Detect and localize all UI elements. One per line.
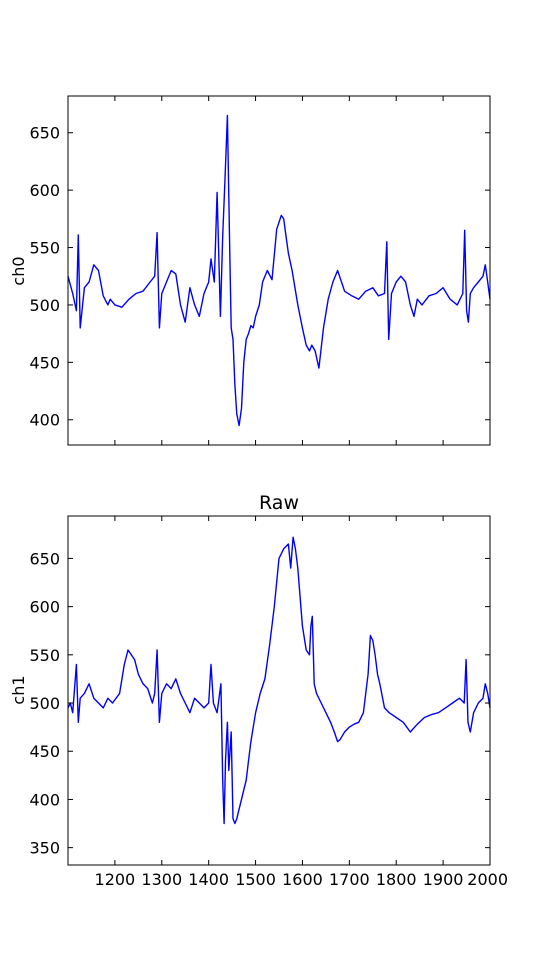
ch1-xtick-label-1900: 1900 — [423, 870, 464, 889]
ch1-xtick-label-1400: 1400 — [188, 870, 229, 889]
ch0-series-line — [67, 114, 491, 427]
ch1-ytick-label-550: 550 — [29, 646, 60, 665]
chart-title: Raw — [259, 492, 299, 514]
ch1-xtick-label-1200: 1200 — [95, 870, 136, 889]
ch0-ytick-label-450: 450 — [29, 353, 60, 372]
ch1-ytick-label-500: 500 — [29, 694, 60, 713]
ch1-ytick-label-400: 400 — [29, 790, 60, 809]
ch1-ytick-label-650: 650 — [29, 549, 60, 568]
ch0-ticks: 400 450 500 550 600 650 — [29, 96, 491, 445]
ch1-ytick-label-600: 600 — [29, 598, 60, 617]
ch1-xtick-label-1300: 1300 — [141, 870, 182, 889]
ch1-xtick-label-1500: 1500 — [235, 870, 276, 889]
ch1-series-line — [67, 536, 491, 825]
ch0-y-axis-label: ch0 — [9, 256, 28, 285]
ch1-ytick-label-450: 450 — [29, 742, 60, 761]
ch0-ytick-label-550: 550 — [29, 239, 60, 258]
ch1-axes-frame — [67, 515, 491, 866]
ch1-xtick-label-1800: 1800 — [376, 870, 417, 889]
ch0-axes-frame — [67, 95, 491, 446]
ch1-ytick-label-350: 350 — [29, 839, 60, 858]
ch0-ytick-label-500: 500 — [29, 296, 60, 315]
ch0-ytick-label-400: 400 — [29, 411, 60, 430]
ch1-xtick-label-1600: 1600 — [282, 870, 323, 889]
ch1-xtick-label-2000: 2000 — [467, 870, 508, 889]
ch1-y-axis-label: ch1 — [9, 675, 28, 704]
ch0-ytick-label-600: 600 — [29, 181, 60, 200]
ch1-ticks: 350 400 450 500 550 600 650 1200 1300 1400 1500 160… — [29, 516, 508, 889]
ch1-xtick-label-1700: 1700 — [329, 870, 370, 889]
ch0-plot: 400 450 500 550 600 650 ch0 — [9, 95, 491, 446]
ch0-ytick-label-650: 650 — [29, 124, 60, 143]
ch1-plot: 350 400 450 500 550 600 650 1200 1300 1400 1500 160… — [9, 492, 508, 889]
